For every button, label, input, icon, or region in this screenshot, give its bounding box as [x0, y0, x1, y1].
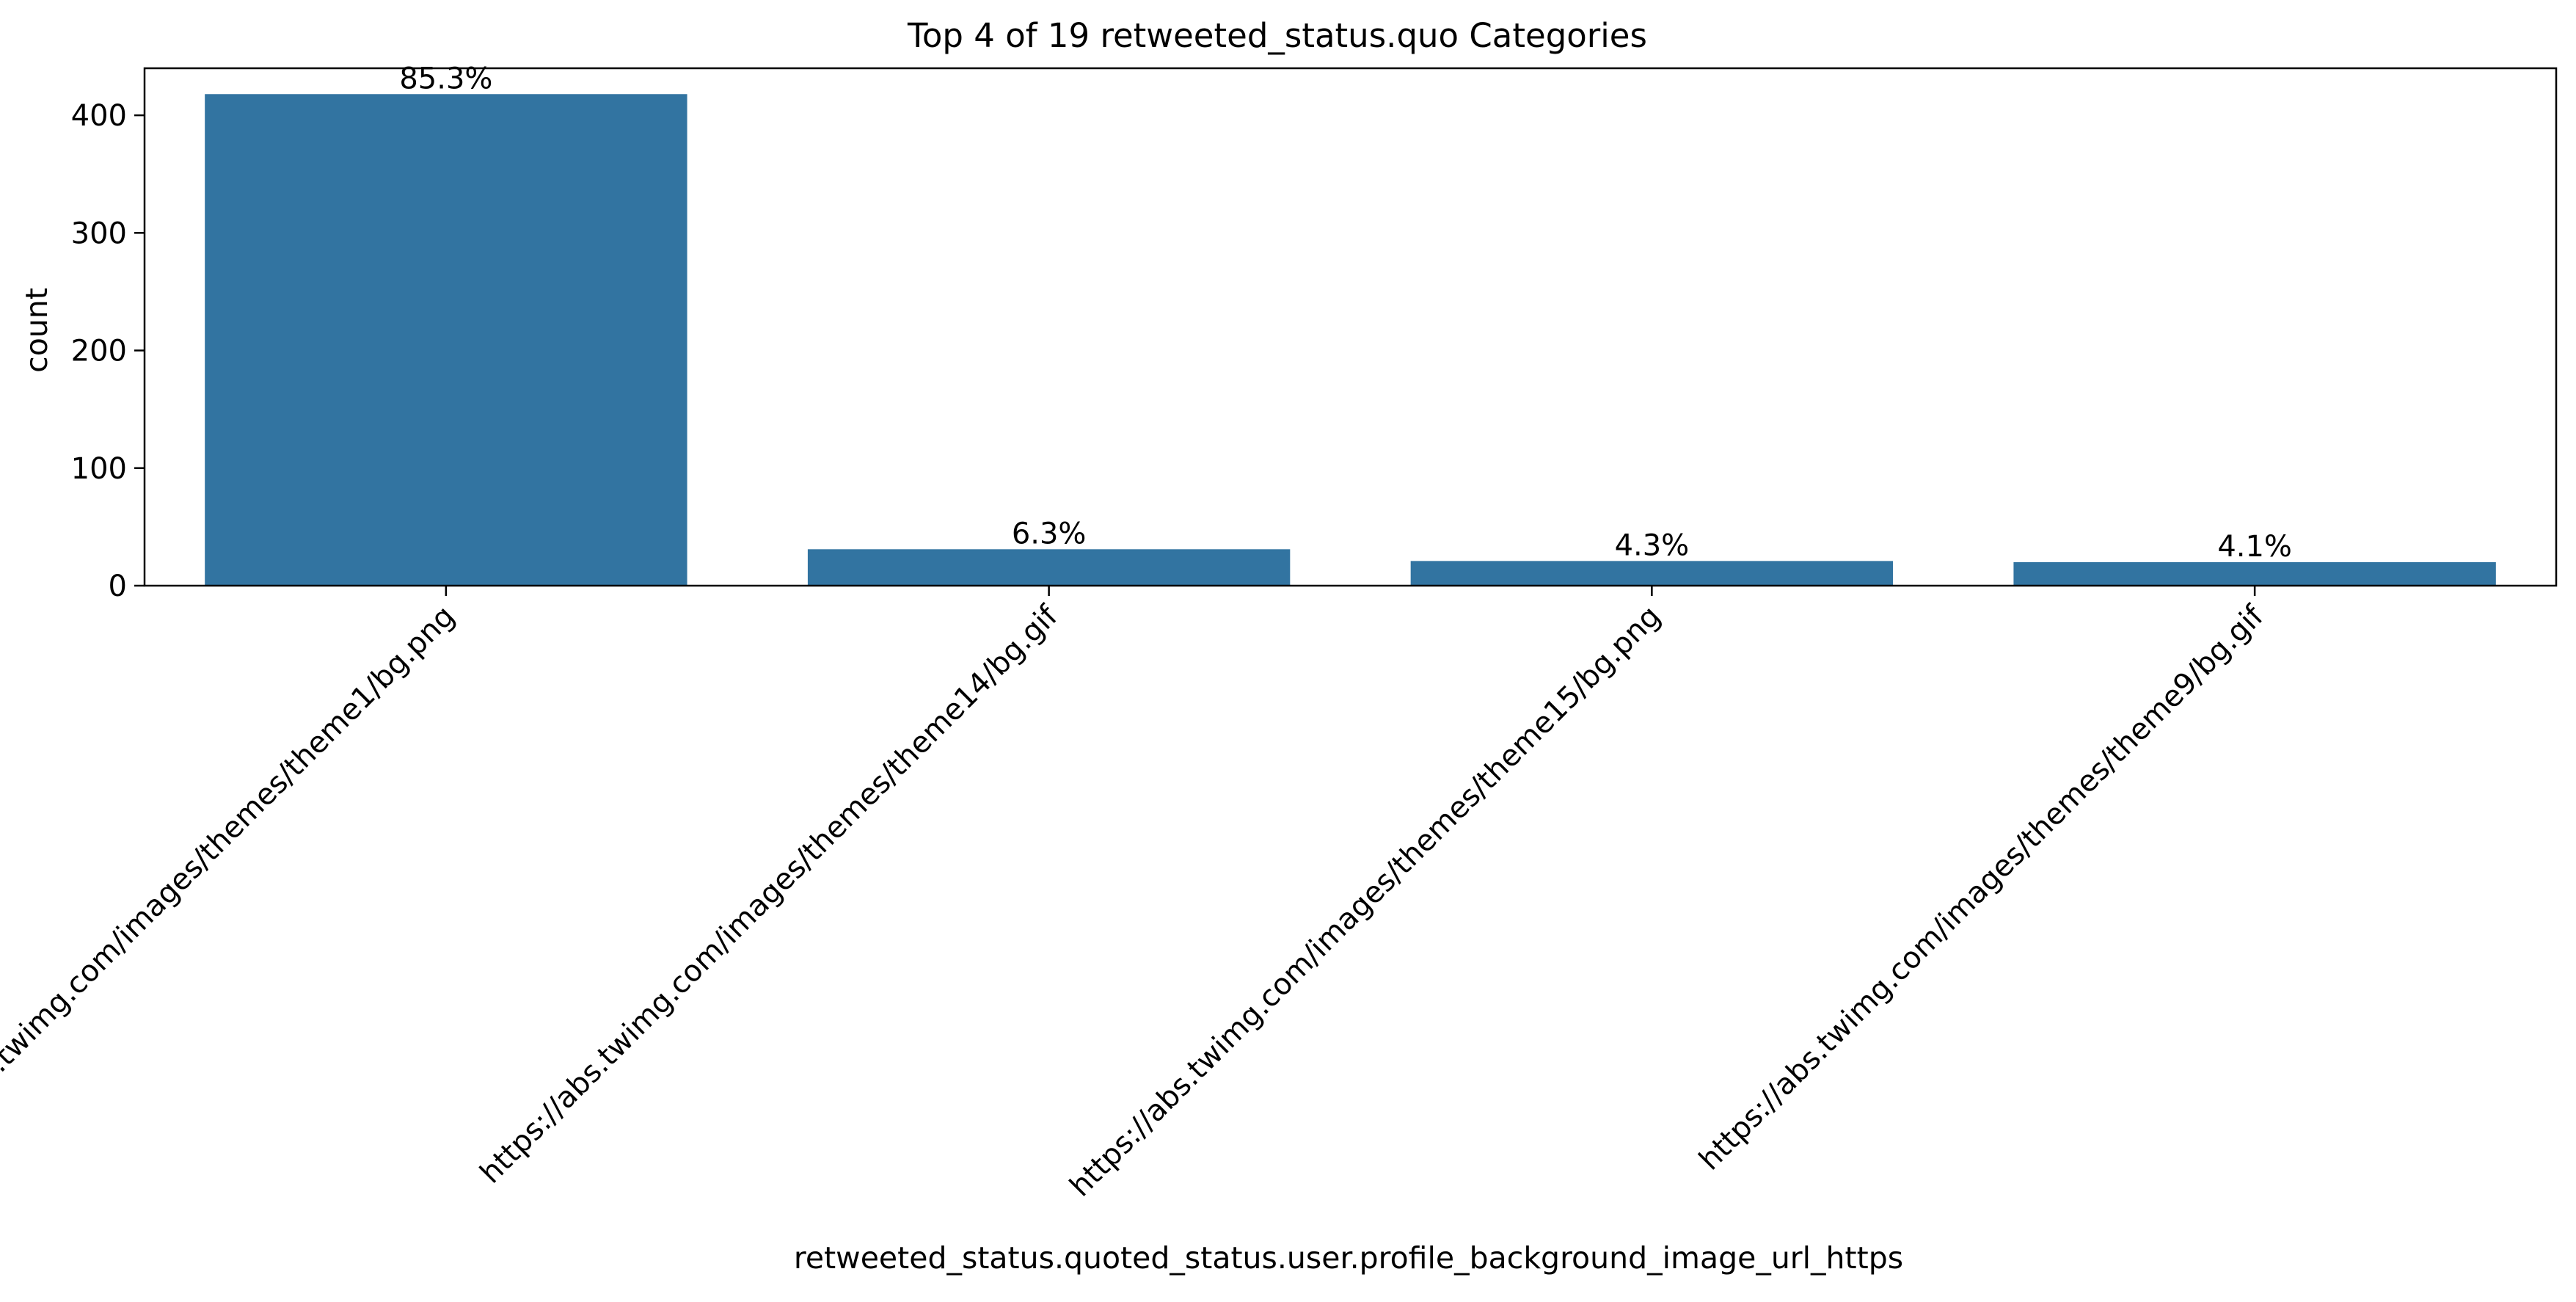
chart-title: Top 4 of 19 retweeted_status.quo Categor…	[907, 16, 1647, 55]
bar-1	[205, 94, 687, 586]
y-axis-label: count	[19, 288, 54, 373]
bar-3	[1410, 561, 1894, 586]
plot-area: 0 100 200 300 400 https://abs.twimg.com/image…	[0, 62, 2558, 1204]
x-tick-label: https://abs.twimg.com/images/themes/them…	[1693, 599, 2271, 1177]
bar-2	[807, 549, 1291, 586]
x-tick-label: https://abs.twimg.com/images/themes/them…	[474, 599, 1065, 1190]
data-label: 4.1%	[2217, 530, 2292, 564]
y-tick-label: 100	[71, 452, 127, 486]
data-label: 6.3%	[1012, 517, 1087, 550]
x-axis-label: retweeted_status.quoted_status.user.prof…	[794, 1240, 1903, 1276]
y-tick-label: 300	[71, 217, 127, 250]
y-tick-label: 0	[109, 570, 127, 603]
y-tick-label: 400	[71, 99, 127, 133]
data-label: 85.3%	[399, 62, 492, 95]
x-tick-label: https://abs.twimg.com/images/themes/them…	[0, 600, 461, 1190]
x-tick-label: https://abs.twimg.com/images/themes/them…	[1063, 600, 1667, 1204]
data-label: 4.3%	[1615, 528, 1690, 562]
plot-frame	[143, 67, 2558, 587]
bar-4	[2013, 561, 2496, 586]
y-tick-label: 200	[71, 335, 127, 368]
